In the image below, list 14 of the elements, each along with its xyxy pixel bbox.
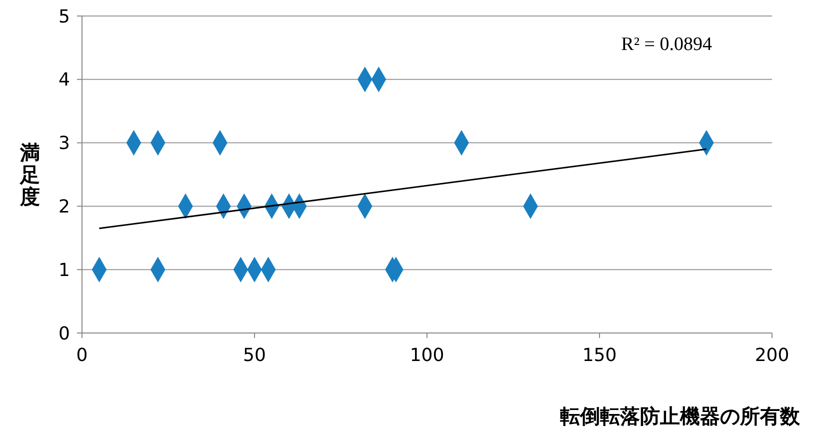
x-tick-label: 0 bbox=[76, 345, 88, 366]
x-tick-label: 50 bbox=[243, 345, 266, 366]
annotation: R² = 0.0894 bbox=[621, 34, 712, 55]
y-tick-label: 5 bbox=[58, 6, 70, 28]
x-axis-title: 転倒転落防止機器の所有数 bbox=[560, 404, 801, 428]
y-tick-label: 0 bbox=[58, 323, 70, 344]
y-tick-label: 1 bbox=[58, 260, 70, 281]
x-tick-label: 150 bbox=[582, 345, 617, 366]
x-tick-label: 100 bbox=[410, 345, 444, 366]
y-tick-label: 3 bbox=[58, 133, 70, 154]
y-tick-label: 4 bbox=[58, 70, 70, 91]
x-tick-label: 200 bbox=[754, 345, 790, 366]
y-tick-label: 2 bbox=[58, 196, 70, 218]
y-axis-title: 満足度 bbox=[19, 140, 40, 208]
